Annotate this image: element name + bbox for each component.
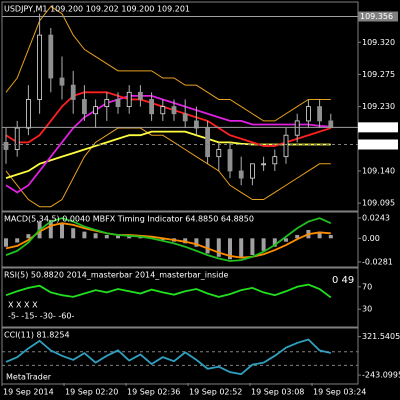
candle-body bbox=[59, 77, 65, 86]
candle-body bbox=[171, 106, 177, 115]
y-tick-label: -243.0995 bbox=[362, 371, 400, 380]
histogram-bar bbox=[48, 219, 53, 239]
histogram-bar bbox=[317, 231, 322, 239]
y-tick-label: 70 bbox=[362, 282, 372, 291]
panel-frame bbox=[1, 211, 359, 268]
y-tick-label: 30 bbox=[362, 305, 372, 314]
indicator-line bbox=[5, 5, 331, 122]
candle-body bbox=[70, 84, 76, 100]
candle-body bbox=[25, 99, 31, 129]
annotation: MetaTrader bbox=[6, 373, 52, 382]
histogram-bar bbox=[4, 238, 8, 247]
panel-frame bbox=[1, 267, 359, 328]
histogram-bar bbox=[284, 238, 288, 242]
histogram-bar bbox=[71, 228, 76, 239]
indicator-line bbox=[5, 222, 331, 259]
time-label: 19 Sep 02:20 bbox=[65, 388, 118, 397]
candle-body bbox=[3, 141, 9, 150]
candle-body bbox=[294, 120, 300, 136]
candle-body bbox=[238, 170, 244, 179]
candle-body bbox=[305, 106, 311, 122]
y-tick-label: 0.0243 bbox=[362, 213, 390, 222]
histogram-bar bbox=[228, 238, 232, 260]
y-tick-label: 109.140 bbox=[362, 166, 395, 175]
candle-body bbox=[149, 99, 155, 115]
histogram-bar bbox=[328, 234, 333, 239]
histogram-bar bbox=[93, 233, 98, 239]
candle-body bbox=[317, 106, 323, 122]
annotation: -5- -15- -30- -60- bbox=[8, 312, 74, 321]
candle-body bbox=[104, 99, 110, 108]
panel-title: RSI(5) 50.8820 2014_masterbar 2014_maste… bbox=[4, 271, 228, 280]
candle-body bbox=[227, 149, 233, 172]
candle-body bbox=[261, 163, 267, 166]
indicator-line bbox=[5, 283, 332, 299]
candle-body bbox=[182, 113, 188, 122]
price-box-label: 109.201 bbox=[360, 123, 393, 132]
y-tick-label: 109.320 bbox=[362, 38, 395, 47]
candle-body bbox=[93, 106, 98, 115]
time-label: 19 Sep 03:24 bbox=[313, 388, 366, 397]
candle-body bbox=[14, 127, 20, 150]
panel-title: MACD(5,34,5) 0.0040 MBFX Timing Indicato… bbox=[4, 215, 254, 224]
histogram-bar bbox=[26, 234, 31, 239]
candle-body bbox=[82, 99, 87, 115]
indicator-line bbox=[5, 91, 332, 147]
candle-body bbox=[272, 156, 278, 165]
time-label: 19 Sep 2014 bbox=[3, 388, 54, 397]
y-tick-label: 109.095 bbox=[362, 199, 395, 208]
price-box bbox=[358, 122, 398, 133]
candle-body bbox=[48, 34, 54, 79]
candle-body bbox=[37, 34, 42, 100]
annotation: 0 49 bbox=[332, 275, 354, 286]
time-label: 19 Sep 03:08 bbox=[251, 388, 304, 397]
panel-frame bbox=[1, 1, 359, 212]
annotation: X X X X bbox=[8, 301, 38, 310]
candle-body bbox=[137, 91, 143, 100]
histogram-bar bbox=[205, 238, 210, 254]
histogram-bar bbox=[239, 238, 244, 259]
candle-body bbox=[160, 106, 166, 115]
price-box bbox=[358, 139, 398, 150]
histogram-bar bbox=[60, 223, 64, 239]
candle-body bbox=[126, 91, 132, 108]
histogram-bar bbox=[295, 234, 300, 239]
panel-title: USDJPY,M1 109.200 109.202 109.200 109.20… bbox=[4, 5, 190, 14]
histogram-bar bbox=[104, 234, 109, 239]
time-label: 19 Sep 02:52 bbox=[189, 388, 242, 397]
histogram-bar bbox=[272, 238, 277, 247]
y-tick-label: 321.5405 bbox=[362, 332, 400, 341]
candle-body bbox=[193, 120, 199, 129]
histogram-bar bbox=[261, 238, 266, 251]
panel-frame bbox=[1, 327, 359, 385]
y-tick-label: 0.00 bbox=[362, 234, 380, 243]
histogram-bar bbox=[82, 231, 87, 239]
time-label: 19 Sep 02:36 bbox=[127, 388, 180, 397]
y-tick-label: 109.230 bbox=[362, 102, 395, 111]
candle-body bbox=[328, 120, 334, 128]
price-box-label: 109.177 bbox=[360, 140, 393, 149]
candle-body bbox=[205, 127, 211, 158]
candle-body bbox=[115, 99, 121, 108]
histogram-bar bbox=[250, 238, 255, 256]
indicator-line bbox=[5, 94, 331, 194]
y-tick-label: 109.275 bbox=[362, 70, 395, 79]
candle-body bbox=[216, 149, 222, 158]
histogram-bar bbox=[194, 238, 199, 247]
price-box-label: 109.356 bbox=[360, 12, 393, 21]
candle-body bbox=[283, 134, 289, 158]
indicator-line bbox=[5, 127, 331, 208]
candle-body bbox=[249, 163, 255, 179]
y-tick-label: -0.0281 bbox=[362, 257, 393, 266]
histogram-bar bbox=[216, 238, 221, 257]
indicator-line bbox=[5, 217, 332, 262]
indicator-line bbox=[5, 338, 332, 376]
histogram-bar bbox=[15, 238, 20, 243]
price-box bbox=[358, 11, 398, 22]
panel-title: CCI(11) 81.8254 bbox=[4, 331, 70, 340]
histogram-bar bbox=[116, 235, 120, 239]
